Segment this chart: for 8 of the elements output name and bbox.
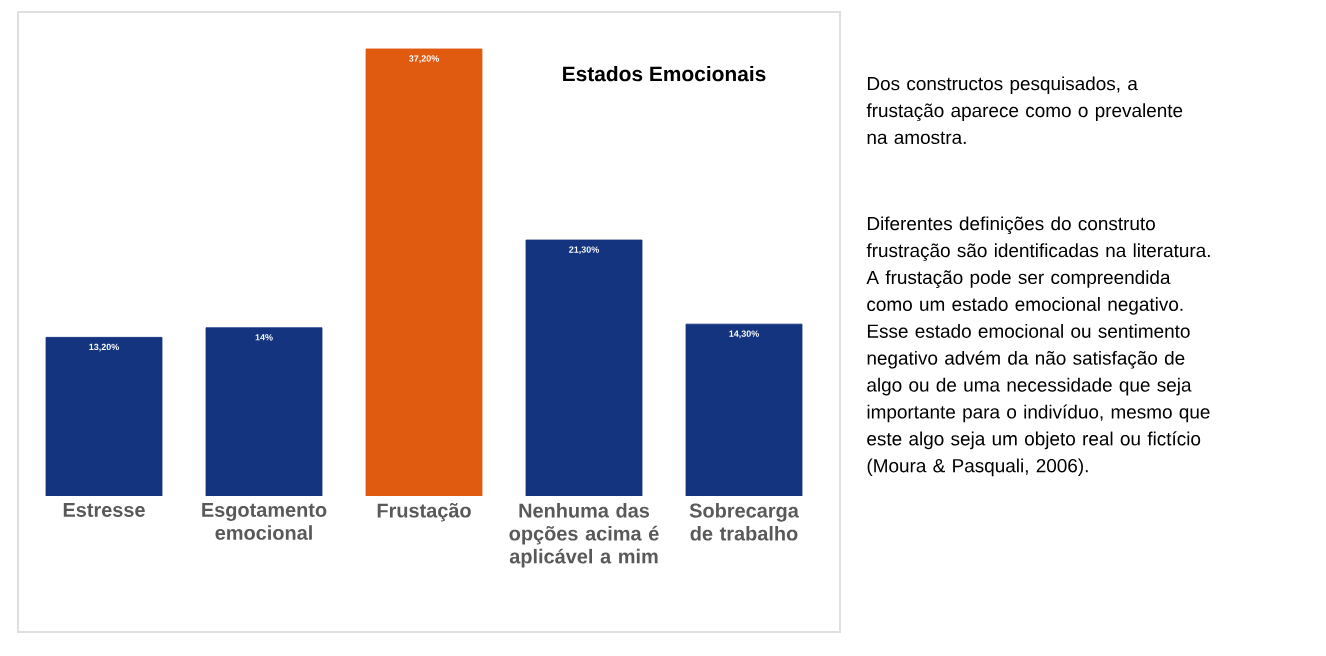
x-tick-label: Estresse <box>63 503 145 517</box>
text: Diferentes definições do construto frustração são identificadas na literatura. A frustação pode ser compreendida como um estado emocional negativo. Esse estado emocional ou sentimento negativo advém da não satisfação de algo ou de uma necessidade que seja importante para o indivíduo, mesmo que este algo seja um objeto real ou fictício (Moura & Pasquali, 2006). <box>866 216 1210 477</box>
text: Dos constructos pesquisados, a frustação aparece como o prevalente na amostra. <box>866 76 1183 145</box>
text: Estados Emocionais <box>563 65 766 82</box>
x-tick-label: Sobrecarga de trabalho <box>689 503 799 541</box>
x-tick-label: Esgotamento emocional <box>202 503 327 540</box>
x-tick-label: Nenhuma das opções acima é aplicável a mim <box>509 503 659 568</box>
x-tick-label: Frustação <box>377 503 471 522</box>
